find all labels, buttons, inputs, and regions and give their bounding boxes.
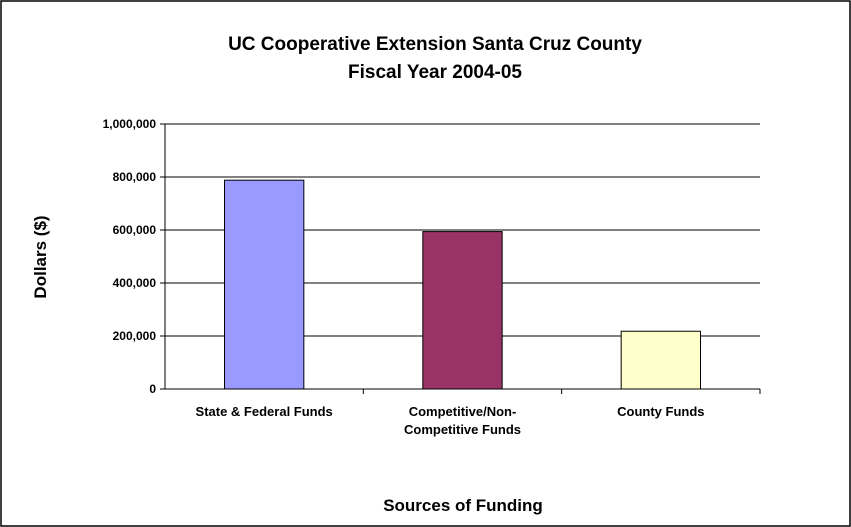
x-category-label: Competitive Funds [404, 422, 521, 437]
y-tick-label: 0 [149, 382, 156, 396]
x-category-label: State & Federal Funds [196, 404, 333, 419]
y-tick-label: 1,000,000 [103, 117, 157, 131]
x-category-label: County Funds [617, 404, 704, 419]
chart-subtitle: Fiscal Year 2004-05 [348, 62, 522, 83]
x-category-label: Competitive/Non- [409, 404, 517, 419]
y-tick-label: 600,000 [113, 223, 157, 237]
y-tick-label: 400,000 [113, 276, 157, 290]
y-tick-label: 200,000 [113, 329, 157, 343]
bars [224, 179, 761, 394]
bar [224, 179, 305, 390]
x-axis-title: Sources of Funding [383, 496, 543, 515]
x-axis-categories: State & Federal Funds Competitive/Non- Com… [196, 404, 705, 437]
y-axis-ticks: 0 200,000 400,000 600,000 800,000 1,000,000 [103, 117, 165, 396]
chart-title: UC Cooperative Extension Santa Cruz Coun… [228, 34, 642, 55]
y-axis-title: Dollars ($) [31, 215, 50, 298]
y-tick-label: 800,000 [113, 170, 157, 184]
bar [620, 330, 702, 390]
bar [422, 231, 503, 390]
